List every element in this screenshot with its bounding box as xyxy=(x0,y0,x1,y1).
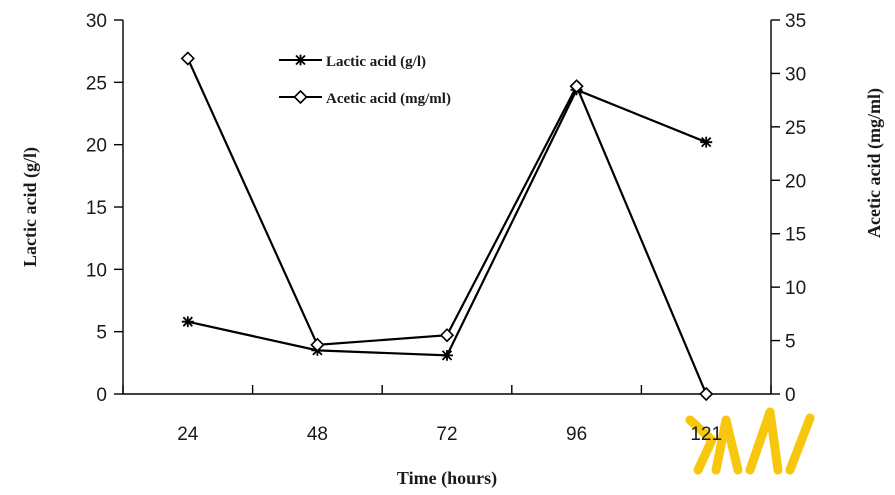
left-tick-label: 0 xyxy=(96,385,107,406)
legend-marker-acetic xyxy=(293,89,308,105)
right-tick-label: 35 xyxy=(785,11,806,32)
acetic-data-point xyxy=(439,328,455,343)
acetic-data-point xyxy=(180,51,195,66)
legend-label-acetic: Acetic acid (mg/ml) xyxy=(326,91,451,107)
left-tick-label: 5 xyxy=(96,323,107,344)
right-tick-label: 5 xyxy=(785,332,796,353)
legend: Lactic acid (g/l) Acetic acid (mg/ml) xyxy=(279,54,451,107)
left-tick-label: 10 xyxy=(86,260,107,281)
lactic-series-line xyxy=(187,88,707,357)
lactic-data-point xyxy=(181,316,194,328)
legend-marker-lactic xyxy=(294,54,307,66)
series-layer xyxy=(180,51,714,402)
acetic-data-point xyxy=(310,337,325,352)
acetic-series-line xyxy=(186,58,708,395)
left-tick-label: 25 xyxy=(86,73,107,94)
right-tick-label: 0 xyxy=(785,385,796,406)
x-tick-label: 24 xyxy=(177,424,199,445)
right-tick-label: 20 xyxy=(785,171,806,192)
lactic-data-point xyxy=(700,136,713,148)
x-tick-label: 121 xyxy=(690,424,722,445)
x-tick-label: 72 xyxy=(436,424,457,445)
left-tick-label: 30 xyxy=(86,11,107,32)
legend-label-lactic: Lactic acid (g/l) xyxy=(326,54,426,70)
right-tick-label: 10 xyxy=(785,278,806,299)
right-tick-label: 15 xyxy=(785,225,806,246)
right-y-ticks: 0 5 10 15 20 25 30 35 xyxy=(771,11,806,406)
right-tick-label: 25 xyxy=(785,118,806,139)
acetic-data-point xyxy=(569,79,584,94)
x-tick-label: 48 xyxy=(307,424,328,445)
right-y-axis-title: Acetic acid (mg/ml) xyxy=(864,88,885,238)
watermark-logo xyxy=(685,407,815,475)
left-y-axis-title: Lactic acid (g/l) xyxy=(20,147,41,267)
left-tick-label: 15 xyxy=(86,198,107,219)
x-axis-title: Time (hours) xyxy=(397,468,497,489)
left-y-ticks: 0 5 10 15 20 25 30 xyxy=(86,11,123,406)
right-tick-label: 30 xyxy=(785,64,806,85)
x-tick-label: 96 xyxy=(566,424,587,445)
x-ticks: 24 48 72 96 121 xyxy=(122,385,772,445)
acetic-data-point xyxy=(699,386,714,402)
lactic-data-point xyxy=(441,349,453,361)
left-tick-label: 20 xyxy=(86,136,107,157)
